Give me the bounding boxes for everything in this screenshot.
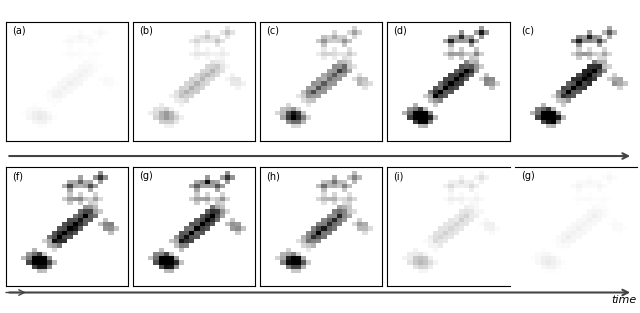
- Text: (h): (h): [266, 171, 280, 181]
- Text: (c): (c): [266, 25, 279, 35]
- Text: (i): (i): [394, 171, 404, 181]
- Text: (d): (d): [394, 25, 407, 35]
- Text: (c): (c): [521, 25, 534, 35]
- Text: (b): (b): [139, 25, 153, 35]
- Text: time: time: [611, 295, 636, 305]
- Text: (g): (g): [521, 171, 534, 181]
- Text: (a): (a): [12, 25, 26, 35]
- Text: (g): (g): [139, 171, 153, 181]
- Text: (f): (f): [12, 171, 23, 181]
